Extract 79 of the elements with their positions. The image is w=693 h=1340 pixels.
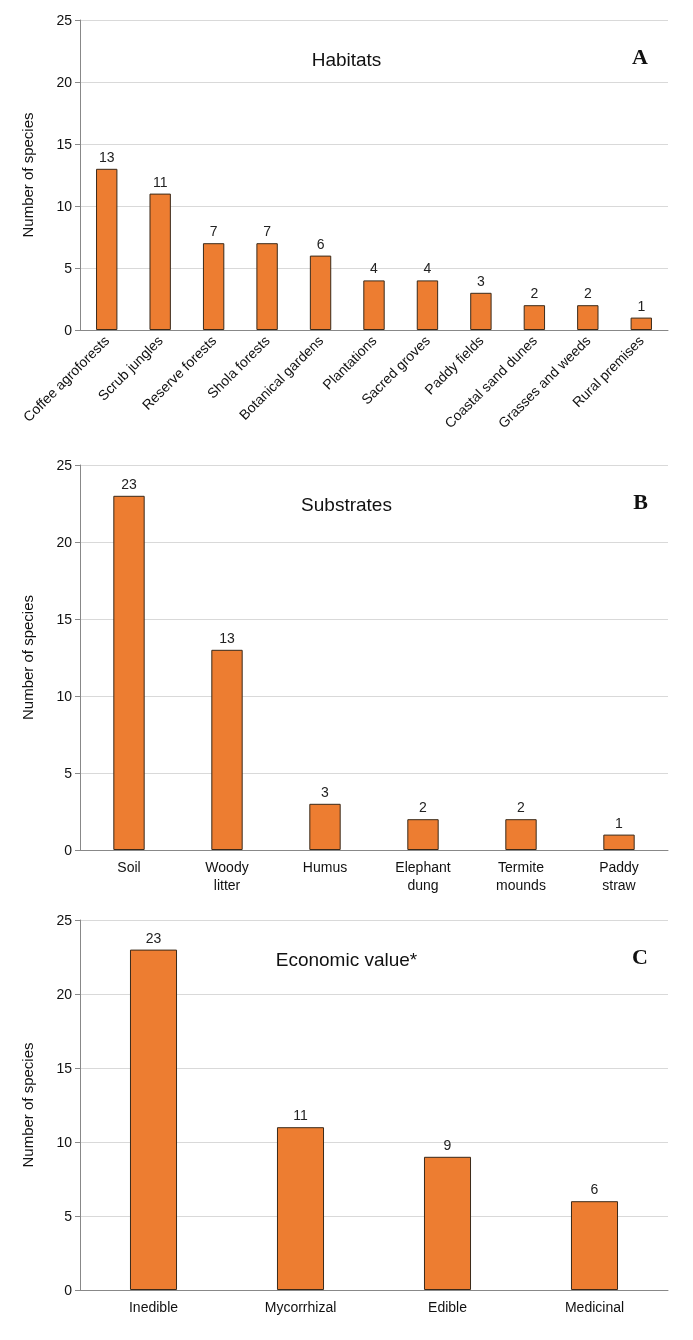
x-tick-label: Elephant dung bbox=[395, 859, 451, 893]
bar bbox=[603, 834, 635, 850]
x-tick-label: Humus bbox=[302, 859, 348, 875]
data-label: 7 bbox=[263, 223, 272, 240]
bar bbox=[630, 317, 652, 330]
data-label: 1 bbox=[637, 297, 646, 314]
data-label: 9 bbox=[443, 1136, 452, 1153]
data-label: 6 bbox=[316, 235, 325, 252]
text: Substrates bbox=[301, 494, 392, 515]
data-label: 23 bbox=[145, 929, 162, 946]
y-tick-label: 20 bbox=[56, 534, 73, 550]
y-tick-label: 5 bbox=[64, 765, 73, 781]
y-tick-label: 0 bbox=[64, 842, 73, 858]
bar bbox=[113, 495, 145, 850]
data-label: 13 bbox=[219, 629, 235, 646]
y-tick-label: 0 bbox=[64, 1282, 73, 1298]
data-label: 3 bbox=[477, 272, 486, 289]
data-label: 13 bbox=[98, 148, 115, 165]
data-label: 2 bbox=[583, 285, 592, 302]
data-label: 2 bbox=[517, 799, 526, 816]
bar bbox=[96, 168, 118, 330]
data-label: 11 bbox=[152, 173, 168, 190]
text: Economic value* bbox=[275, 949, 418, 970]
x-tick-label: Soil bbox=[117, 859, 141, 875]
annotation: C bbox=[632, 943, 648, 969]
y-tick-label: 20 bbox=[56, 74, 73, 90]
y-tick-label: 0 bbox=[64, 322, 73, 338]
bar bbox=[416, 280, 439, 330]
y-tick-label: 10 bbox=[56, 1134, 73, 1150]
bar bbox=[423, 1156, 472, 1290]
x-tick-label: Edible bbox=[428, 1299, 468, 1315]
bar bbox=[363, 280, 385, 330]
data-label: 1 bbox=[615, 814, 624, 831]
bar bbox=[577, 305, 599, 330]
data-label: 23 bbox=[121, 475, 137, 492]
x-tick-label: Woody litter bbox=[205, 859, 249, 893]
bar bbox=[202, 243, 225, 330]
data-label: 11 bbox=[293, 1107, 308, 1124]
y-axis-title: Number of species bbox=[19, 1042, 36, 1168]
bar bbox=[570, 1201, 619, 1290]
y-axis-title: Number of species bbox=[19, 112, 36, 238]
annotation: A bbox=[632, 43, 649, 69]
y-tick-label: 15 bbox=[56, 611, 73, 627]
bar bbox=[309, 255, 332, 330]
bar bbox=[256, 243, 278, 330]
y-tick-label: 5 bbox=[64, 1208, 73, 1224]
annotation: B bbox=[633, 488, 649, 514]
y-tick-label: 15 bbox=[56, 1060, 73, 1076]
data-label: 7 bbox=[209, 223, 218, 240]
y-tick-label: 15 bbox=[56, 136, 73, 152]
data-label: 6 bbox=[590, 1181, 599, 1198]
data-label: 2 bbox=[530, 285, 539, 302]
y-tick-label: 25 bbox=[56, 457, 73, 473]
x-tick-label: Inedible bbox=[128, 1299, 179, 1315]
bar bbox=[470, 292, 492, 330]
y-tick-label: 25 bbox=[56, 912, 73, 928]
y-tick-label: 10 bbox=[56, 198, 73, 214]
x-tick-label: Termite mounds bbox=[496, 859, 546, 893]
bar bbox=[149, 193, 171, 330]
bar bbox=[276, 1127, 325, 1290]
y-tick-label: 20 bbox=[56, 986, 73, 1002]
bar bbox=[309, 803, 341, 850]
x-tick-label: Medicinal bbox=[564, 1299, 625, 1315]
x-tick-label: Paddy straw bbox=[599, 859, 639, 893]
bar bbox=[407, 819, 439, 850]
x-tick-label: Mycorrhizal bbox=[264, 1299, 337, 1315]
bar bbox=[129, 949, 178, 1290]
data-label: 3 bbox=[321, 783, 330, 800]
data-label: 2 bbox=[419, 799, 428, 816]
y-axis-title: Number of species bbox=[19, 594, 36, 721]
bar bbox=[505, 819, 537, 850]
bar bbox=[211, 649, 243, 850]
y-tick-label: 10 bbox=[56, 688, 73, 704]
y-tick-label: 25 bbox=[56, 12, 73, 28]
data-label: 4 bbox=[370, 260, 379, 277]
bar bbox=[523, 305, 546, 330]
data-label: 4 bbox=[423, 260, 432, 277]
y-tick-label: 5 bbox=[64, 260, 73, 276]
text: Habitats bbox=[311, 49, 382, 70]
